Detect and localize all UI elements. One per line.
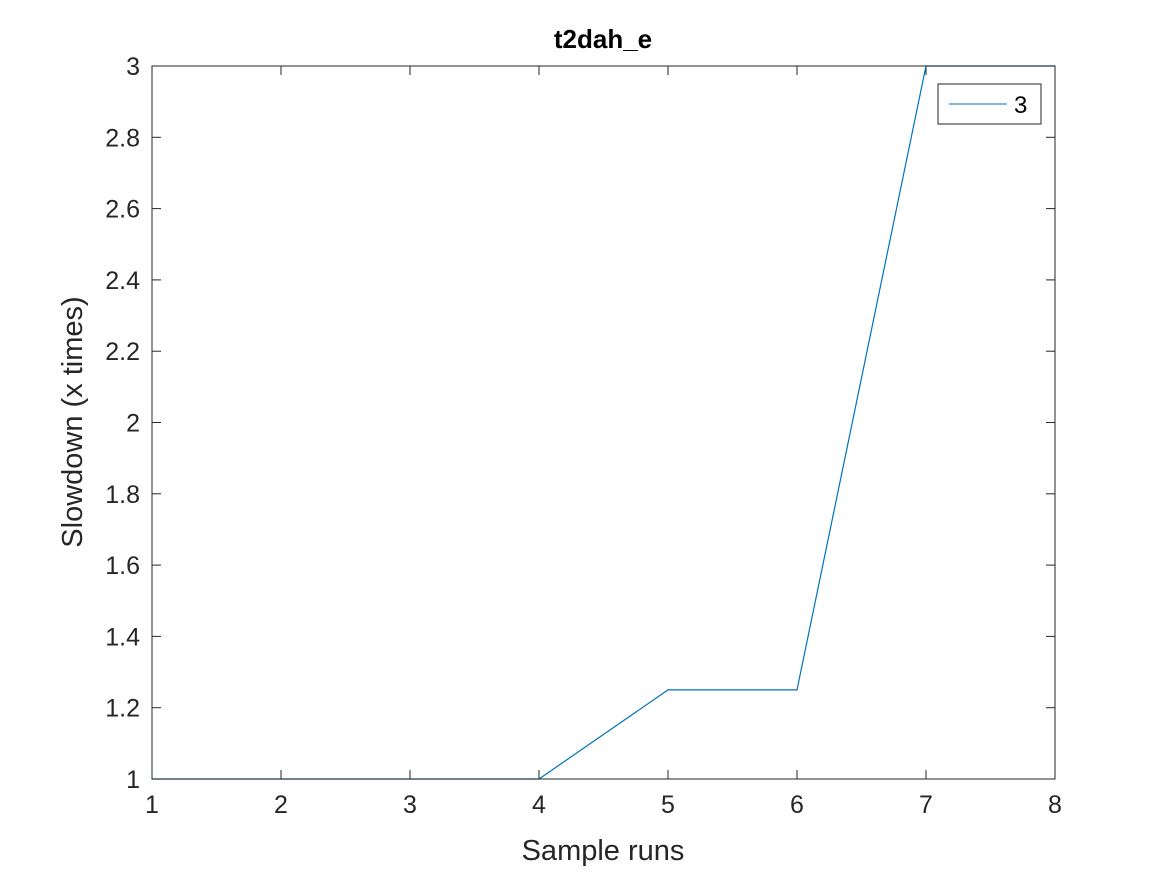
y-tick-label: 2 (126, 410, 140, 438)
data-point (667, 689, 669, 691)
x-tick-label: 1 (145, 791, 159, 819)
plot-frame (151, 65, 1056, 780)
y-tick-labels: 1 1.2 1.4 1.6 1.8 2 2.2 2.4 2.6 2.8 3 (105, 53, 140, 794)
y-tick-label: 2.8 (105, 124, 140, 152)
plot-area (151, 65, 1056, 780)
legend: 3 (937, 83, 1042, 125)
y-tick-label: 1.4 (105, 623, 140, 651)
plot-background (152, 66, 1055, 779)
y-tick-label: 1.6 (105, 552, 140, 580)
y-tick-label: 1 (126, 766, 140, 794)
x-tick-label: 4 (532, 791, 546, 819)
x-tick-labels: 1 2 3 4 5 6 7 8 (145, 791, 1062, 819)
x-tick-label: 7 (919, 791, 933, 819)
y-tick-label: 2.2 (105, 338, 140, 366)
y-tick-label: 3 (126, 53, 140, 81)
x-tick-label: 3 (403, 791, 417, 819)
y-tick-label: 1.2 (105, 695, 140, 723)
x-tick-label: 2 (274, 791, 288, 819)
y-tick-label: 1.8 (105, 481, 140, 509)
legend-entry-label: 3 (1014, 92, 1027, 119)
data-point (796, 689, 798, 691)
y-axis-label: Slowdown (x times) (57, 296, 89, 547)
y-tick-label: 2.4 (105, 267, 140, 295)
x-tick-label: 5 (661, 791, 675, 819)
tick-marks (151, 65, 1056, 780)
chart-title: t2dah_e (554, 24, 652, 54)
y-tick-label: 2.6 (105, 196, 140, 224)
x-tick-label: 6 (790, 791, 804, 819)
x-tick-label: 8 (1048, 791, 1062, 819)
x-axis-label: Sample runs (522, 835, 685, 867)
